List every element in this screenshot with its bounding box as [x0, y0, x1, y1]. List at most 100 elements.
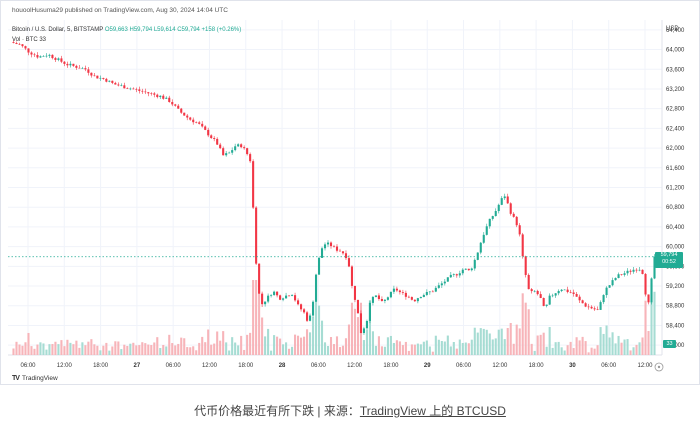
candle-body	[434, 287, 437, 292]
volume-bar	[485, 329, 488, 355]
volume-bar	[491, 339, 494, 355]
candle-body	[638, 269, 641, 271]
candle-body	[362, 328, 366, 334]
volume-bar	[222, 331, 225, 355]
candle-body	[294, 295, 297, 301]
volume-bar	[353, 308, 357, 355]
y-tick-label: 62,400	[666, 126, 685, 132]
candle-body	[228, 152, 231, 154]
volume-bar	[129, 343, 132, 355]
volume-bar	[635, 344, 638, 355]
candle-body	[255, 207, 258, 264]
candle-body	[156, 94, 159, 98]
volume-bar	[171, 343, 174, 355]
volume-bar	[653, 291, 656, 355]
volume-bar	[398, 341, 401, 355]
candle-body	[12, 42, 15, 43]
candle-body	[237, 144, 240, 147]
candle-body	[641, 269, 644, 274]
candle-body	[575, 293, 578, 297]
candle-body	[605, 287, 608, 296]
volume-bar	[308, 332, 312, 355]
volume-bar	[452, 342, 455, 355]
candle-body	[243, 147, 246, 149]
candle-body	[177, 105, 180, 109]
volume-bar	[533, 350, 536, 355]
x-tick-label: 18:00	[93, 363, 109, 369]
image-caption: 代币价格最近有所下跌 | 来源：TradingView 上的 BTCUSD	[0, 402, 700, 419]
volume-bar	[488, 333, 491, 355]
candle-body	[566, 289, 569, 293]
caption-text: 代币价格最近有所下跌 | 来源：	[194, 404, 360, 418]
volume-bar	[108, 350, 111, 355]
chart-settings-icon[interactable]	[654, 362, 664, 372]
volume-bar	[105, 342, 108, 355]
volume-bar	[27, 332, 30, 355]
volume-bar	[446, 335, 449, 355]
volume-legend: Vol · BTC 33	[12, 37, 46, 43]
symbol-legend: Bitcoin / U.S. Dollar, 5, BITSTAMP O59,6…	[12, 27, 241, 33]
last-price-value: 59,794	[660, 251, 678, 258]
volume-bar	[518, 328, 521, 355]
volume-bar	[371, 331, 374, 355]
caption-source-link[interactable]: TradingView 上的 BTCUSD	[359, 404, 506, 418]
y-tick-label: 59,200	[666, 284, 685, 290]
volume-bar	[285, 342, 288, 355]
candle-body	[347, 258, 351, 267]
candle-body	[252, 161, 255, 208]
candle-body	[530, 289, 533, 292]
candle-body	[443, 281, 446, 284]
candle-body	[611, 280, 614, 286]
candle-body	[524, 256, 527, 275]
volume-bar	[341, 345, 345, 355]
candle-body	[647, 294, 650, 303]
ohlc-values: O59,663 H59,794 L59,614 C59,794 +158 (+0…	[104, 27, 242, 33]
volume-bar	[273, 335, 276, 355]
candle-body	[437, 285, 440, 288]
volume-bar	[150, 345, 153, 355]
volume-bar	[368, 300, 371, 355]
candle-body	[192, 119, 195, 123]
candle-body	[114, 82, 117, 85]
candle-body	[386, 297, 389, 300]
volume-bar	[207, 329, 210, 355]
volume-bar	[470, 339, 473, 355]
volume-bar	[57, 344, 60, 355]
candle-body	[578, 296, 581, 301]
price-chart[interactable]: 64,400 64,000 63,600 63,200 62,800 62,400 62,0…	[0, 0, 700, 385]
y-tick-label: 64,400	[666, 28, 685, 34]
volume-bar	[15, 341, 18, 355]
candle-body	[111, 80, 114, 83]
candle-body	[458, 273, 461, 276]
volume-bar	[428, 346, 431, 355]
candle-body	[267, 295, 270, 302]
volume-bar	[611, 332, 614, 355]
candle-body	[416, 298, 419, 302]
candle-body	[258, 263, 261, 294]
candle-body	[48, 54, 51, 56]
candle-body	[171, 102, 174, 105]
candle-body	[545, 304, 548, 306]
volume-bar	[237, 345, 240, 355]
candle-body	[120, 85, 123, 86]
candle-body	[57, 58, 60, 60]
candle-body	[584, 303, 587, 307]
candle-body	[207, 129, 210, 136]
candle-body	[288, 295, 291, 297]
volume-bar	[608, 337, 611, 355]
volume-bar	[542, 332, 545, 355]
candle-body	[300, 304, 303, 310]
candle-body	[24, 46, 27, 49]
candle-body	[317, 257, 321, 275]
bar-countdown: 00:52	[662, 258, 676, 265]
candle-body	[533, 290, 536, 292]
volume-bar	[126, 345, 129, 355]
candle-body	[383, 299, 386, 301]
candle-body	[291, 295, 294, 296]
candle-body	[213, 138, 216, 139]
volume-bar	[638, 342, 641, 355]
volume-bar	[264, 336, 267, 355]
volume-bar	[42, 343, 45, 355]
volume-bar	[458, 339, 461, 355]
volume-bar	[87, 341, 90, 355]
